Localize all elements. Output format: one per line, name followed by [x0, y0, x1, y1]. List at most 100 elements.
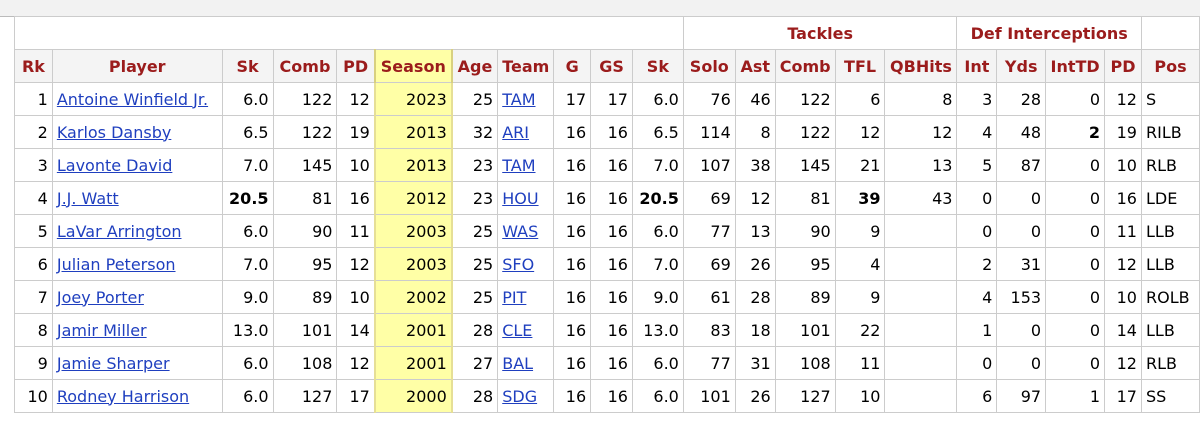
- player-link[interactable]: Jamir Miller: [56, 320, 147, 340]
- table-row: 8 Jamir Miller 13.0 101 14 2001 28 CLE 16 16 13.0 8…: [14, 313, 1200, 347]
- table-cell: 28: [734, 280, 776, 314]
- team-link[interactable]: HOU: [502, 188, 539, 208]
- player-link[interactable]: LaVar Arrington: [56, 221, 182, 241]
- table-cell: 69: [682, 181, 736, 215]
- column-header: Solo: [682, 49, 736, 83]
- table-cell: 95: [272, 247, 338, 281]
- table-cell: 3: [14, 148, 53, 182]
- team-link[interactable]: CLE: [502, 320, 533, 340]
- table-cell: 1: [1045, 379, 1106, 413]
- player-link[interactable]: Joey Porter: [56, 287, 144, 307]
- table-cell: Jamie Sharper: [51, 346, 223, 380]
- table-cell: [884, 346, 958, 380]
- table-row: 5 LaVar Arrington 6.0 90 11 2003 25 WAS 16 16 6.0 7…: [14, 214, 1200, 248]
- table-cell: 2003: [373, 247, 453, 281]
- table-row: 3 Lavonte David 7.0 145 10 2013 23 TAM 16 16 7.0 10…: [14, 148, 1200, 182]
- table-cell: 19: [1104, 115, 1142, 149]
- player-link[interactable]: Jamie Sharper: [56, 353, 170, 373]
- table-cell: 16: [590, 247, 633, 281]
- player-link[interactable]: Rodney Harrison: [56, 386, 190, 406]
- table-cell: 87: [996, 148, 1047, 182]
- table-cell: Karlos Dansby: [51, 115, 223, 149]
- table-cell: 16: [590, 280, 633, 314]
- table-cell: 16: [553, 115, 592, 149]
- table-body: 1 Antoine Winfield Jr. 6.0 122 12 2023 25 TAM 17…: [14, 82, 1200, 413]
- table-cell: 8: [734, 115, 776, 149]
- team-link[interactable]: TAM: [502, 155, 536, 175]
- team-link[interactable]: ARI: [502, 122, 529, 142]
- table-cell: 12: [1104, 82, 1142, 116]
- table-cell: 0: [1045, 148, 1106, 182]
- table-cell: 2003: [373, 214, 453, 248]
- team-link[interactable]: BAL: [502, 353, 534, 373]
- table-cell: 9: [14, 346, 53, 380]
- table-cell: LaVar Arrington: [51, 214, 223, 248]
- table-row: 2 Karlos Dansby 6.5 122 19 2013 32 ARI 16 16 6.5 11…: [14, 115, 1200, 149]
- table-cell: 122: [774, 115, 836, 149]
- table-cell: 10: [834, 379, 886, 413]
- table-cell: 2: [1045, 115, 1106, 149]
- table-cell: 122: [272, 115, 338, 149]
- table-cell: 153: [996, 280, 1047, 314]
- table-cell: 9.0: [631, 280, 684, 314]
- table-cell: 25: [451, 82, 499, 116]
- table-cell: Julian Peterson: [51, 247, 223, 281]
- table-cell: 16: [553, 280, 592, 314]
- top-strip: [0, 0, 1200, 17]
- player-link[interactable]: Lavonte David: [56, 155, 173, 175]
- team-link[interactable]: TAM: [502, 89, 536, 109]
- column-header: Int: [956, 49, 998, 83]
- table-cell: 17: [553, 82, 592, 116]
- player-link[interactable]: Antoine Winfield Jr.: [56, 89, 209, 109]
- table-cell: ROLB: [1140, 280, 1200, 314]
- table-cell: 20.5: [221, 181, 274, 215]
- player-link[interactable]: J.J. Watt: [56, 188, 119, 208]
- table-cell: 10: [336, 280, 376, 314]
- team-link[interactable]: SDG: [502, 386, 538, 406]
- table-cell: ARI: [497, 115, 555, 149]
- table-cell: [884, 379, 958, 413]
- table-cell: 16: [336, 181, 376, 215]
- table-cell: 2001: [373, 346, 453, 380]
- player-link[interactable]: Karlos Dansby: [56, 122, 172, 142]
- table-cell: 77: [682, 346, 736, 380]
- table-cell: 19: [336, 115, 376, 149]
- table-cell: 0: [956, 214, 998, 248]
- table-cell: 0: [1045, 280, 1106, 314]
- table-cell: RLB: [1140, 148, 1200, 182]
- table-cell: 4: [956, 280, 998, 314]
- table-cell: 16: [553, 346, 592, 380]
- table-cell: 25: [451, 247, 499, 281]
- table-cell: 18: [734, 313, 776, 347]
- team-link[interactable]: SFO: [502, 254, 535, 274]
- table-cell: 17: [590, 82, 633, 116]
- table-cell: 6.0: [631, 346, 684, 380]
- table-cell: 43: [884, 181, 958, 215]
- table-cell: 81: [774, 181, 836, 215]
- table-cell: [884, 247, 958, 281]
- table-cell: 10: [336, 148, 376, 182]
- table-cell: LLB: [1140, 247, 1200, 281]
- table-cell: LDE: [1140, 181, 1200, 215]
- table-cell: 0: [1045, 214, 1106, 248]
- table-cell: CLE: [497, 313, 555, 347]
- table-cell: 21: [834, 148, 886, 182]
- table-cell: 28: [451, 379, 499, 413]
- team-link[interactable]: WAS: [502, 221, 539, 241]
- table-cell: Rodney Harrison: [51, 379, 223, 413]
- column-header: Comb: [272, 49, 338, 83]
- team-link[interactable]: PIT: [502, 287, 527, 307]
- table-cell: 1: [956, 313, 998, 347]
- player-link[interactable]: Julian Peterson: [56, 254, 176, 274]
- table-cell: 7.0: [221, 148, 274, 182]
- column-header: TFL: [834, 49, 886, 83]
- table-cell: 0: [996, 181, 1047, 215]
- table-cell: 16: [590, 313, 633, 347]
- table-cell: 25: [451, 280, 499, 314]
- table-cell: S: [1140, 82, 1200, 116]
- group-header: Tackles: [682, 16, 958, 50]
- table-cell: 127: [774, 379, 836, 413]
- table-cell: 17: [1104, 379, 1142, 413]
- table-cell: 27: [451, 346, 499, 380]
- table-cell: 22: [834, 313, 886, 347]
